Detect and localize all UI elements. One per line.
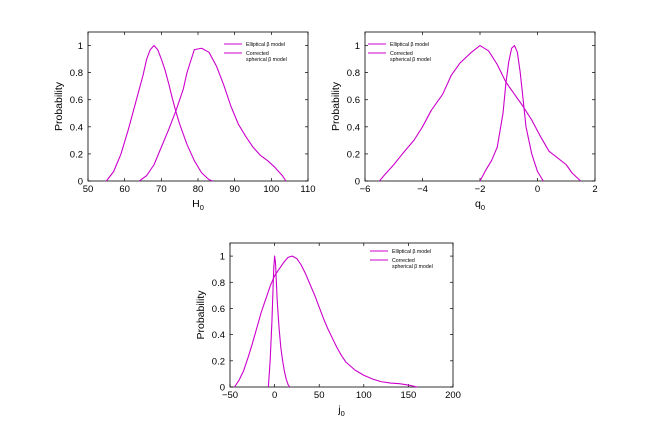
y-tick-label: 0.6 (212, 304, 225, 315)
x-tick-label: 80 (193, 184, 204, 195)
x-tick-label: −4 (417, 184, 428, 195)
x-axis-label-main: H (192, 198, 200, 210)
chart-panel-j0: −50 0 50 100 150 20000.20.40.60.81j0Probabili… (195, 242, 461, 418)
y-tick-label: 0 (220, 383, 225, 394)
legend-label: Elliptical β model (246, 42, 285, 48)
x-tick-label: 50 (83, 184, 94, 195)
x-tick-label: 0 (272, 390, 277, 401)
y-tick-label: 0.4 (212, 330, 225, 341)
x-tick-label: −6 (360, 184, 371, 195)
x-axis-label-main: q (475, 198, 481, 210)
y-tick-label: 0.2 (212, 356, 225, 367)
series-line-1 (139, 47, 287, 182)
x-tick-label: 200 (445, 390, 461, 401)
y-tick-label: 0 (78, 177, 83, 188)
series-line-1 (234, 255, 418, 388)
legend-label: spherical β model (246, 57, 287, 63)
x-axis-label: q0 (475, 198, 485, 212)
y-tick-label: 0.6 (70, 95, 83, 106)
y-axis-label: Probability (53, 81, 65, 131)
legend-label: spherical β model (392, 264, 433, 270)
y-axis-label: Probability (330, 81, 342, 131)
x-tick-label: 100 (263, 184, 279, 195)
chart-panel-h0: 50 60 70 80 90 100 11000.20.40.60.81H0Probabil… (53, 31, 316, 212)
x-axis-label-main: j (337, 404, 340, 416)
x-tick-label: 150 (400, 390, 416, 401)
x-tick-label: −50 (222, 390, 238, 401)
axes-box (229, 242, 454, 388)
y-tick-label: 0.2 (70, 149, 83, 160)
x-axis-label: H0 (192, 198, 204, 212)
legend-label: spherical β model (390, 57, 431, 63)
y-tick-label: 1 (355, 41, 360, 52)
y-tick-label: 0.2 (347, 149, 360, 160)
y-tick-label: 0 (355, 177, 360, 188)
y-tick-label: 0.8 (212, 278, 225, 289)
x-tick-label: 0 (535, 184, 540, 195)
x-tick-label: 50 (314, 390, 325, 401)
legend-label: Corrected (246, 51, 269, 57)
y-tick-label: 1 (78, 41, 83, 52)
legend-label: Elliptical β model (392, 249, 431, 255)
series-line-1 (378, 44, 582, 182)
y-axis-label: Probability (195, 290, 207, 340)
y-tick-label: 0.8 (347, 68, 360, 79)
legend-label: Corrected (390, 51, 413, 57)
chart-panel-q0: −6 −4 −2 0 200.20.40.60.81q0ProbabilityEllip… (330, 31, 598, 212)
y-tick-label: 0.4 (347, 122, 360, 133)
y-tick-label: 0.4 (70, 122, 83, 133)
axes-box (87, 31, 309, 182)
series-line-2 (105, 44, 213, 182)
x-axis-label-subscript: 0 (200, 203, 204, 212)
legend-label: Corrected (392, 258, 415, 264)
x-axis-label-subscript: 0 (341, 409, 345, 418)
x-tick-label: 90 (229, 184, 240, 195)
x-axis-label: j0 (337, 404, 345, 418)
x-axis-label-subscript: 0 (481, 203, 485, 212)
series-line-2 (267, 255, 291, 388)
y-tick-label: 1 (220, 252, 225, 263)
y-tick-label: 0.6 (347, 95, 360, 106)
y-tick-label: 0.8 (70, 68, 83, 79)
x-tick-label: 70 (156, 184, 167, 195)
x-tick-label: −2 (475, 184, 486, 195)
legend-label: Elliptical β model (390, 42, 429, 48)
series-line-2 (479, 44, 544, 182)
x-tick-label: 2 (592, 184, 597, 195)
x-tick-label: 100 (356, 390, 372, 401)
x-tick-label: 60 (119, 184, 130, 195)
x-tick-label: 110 (300, 184, 315, 195)
